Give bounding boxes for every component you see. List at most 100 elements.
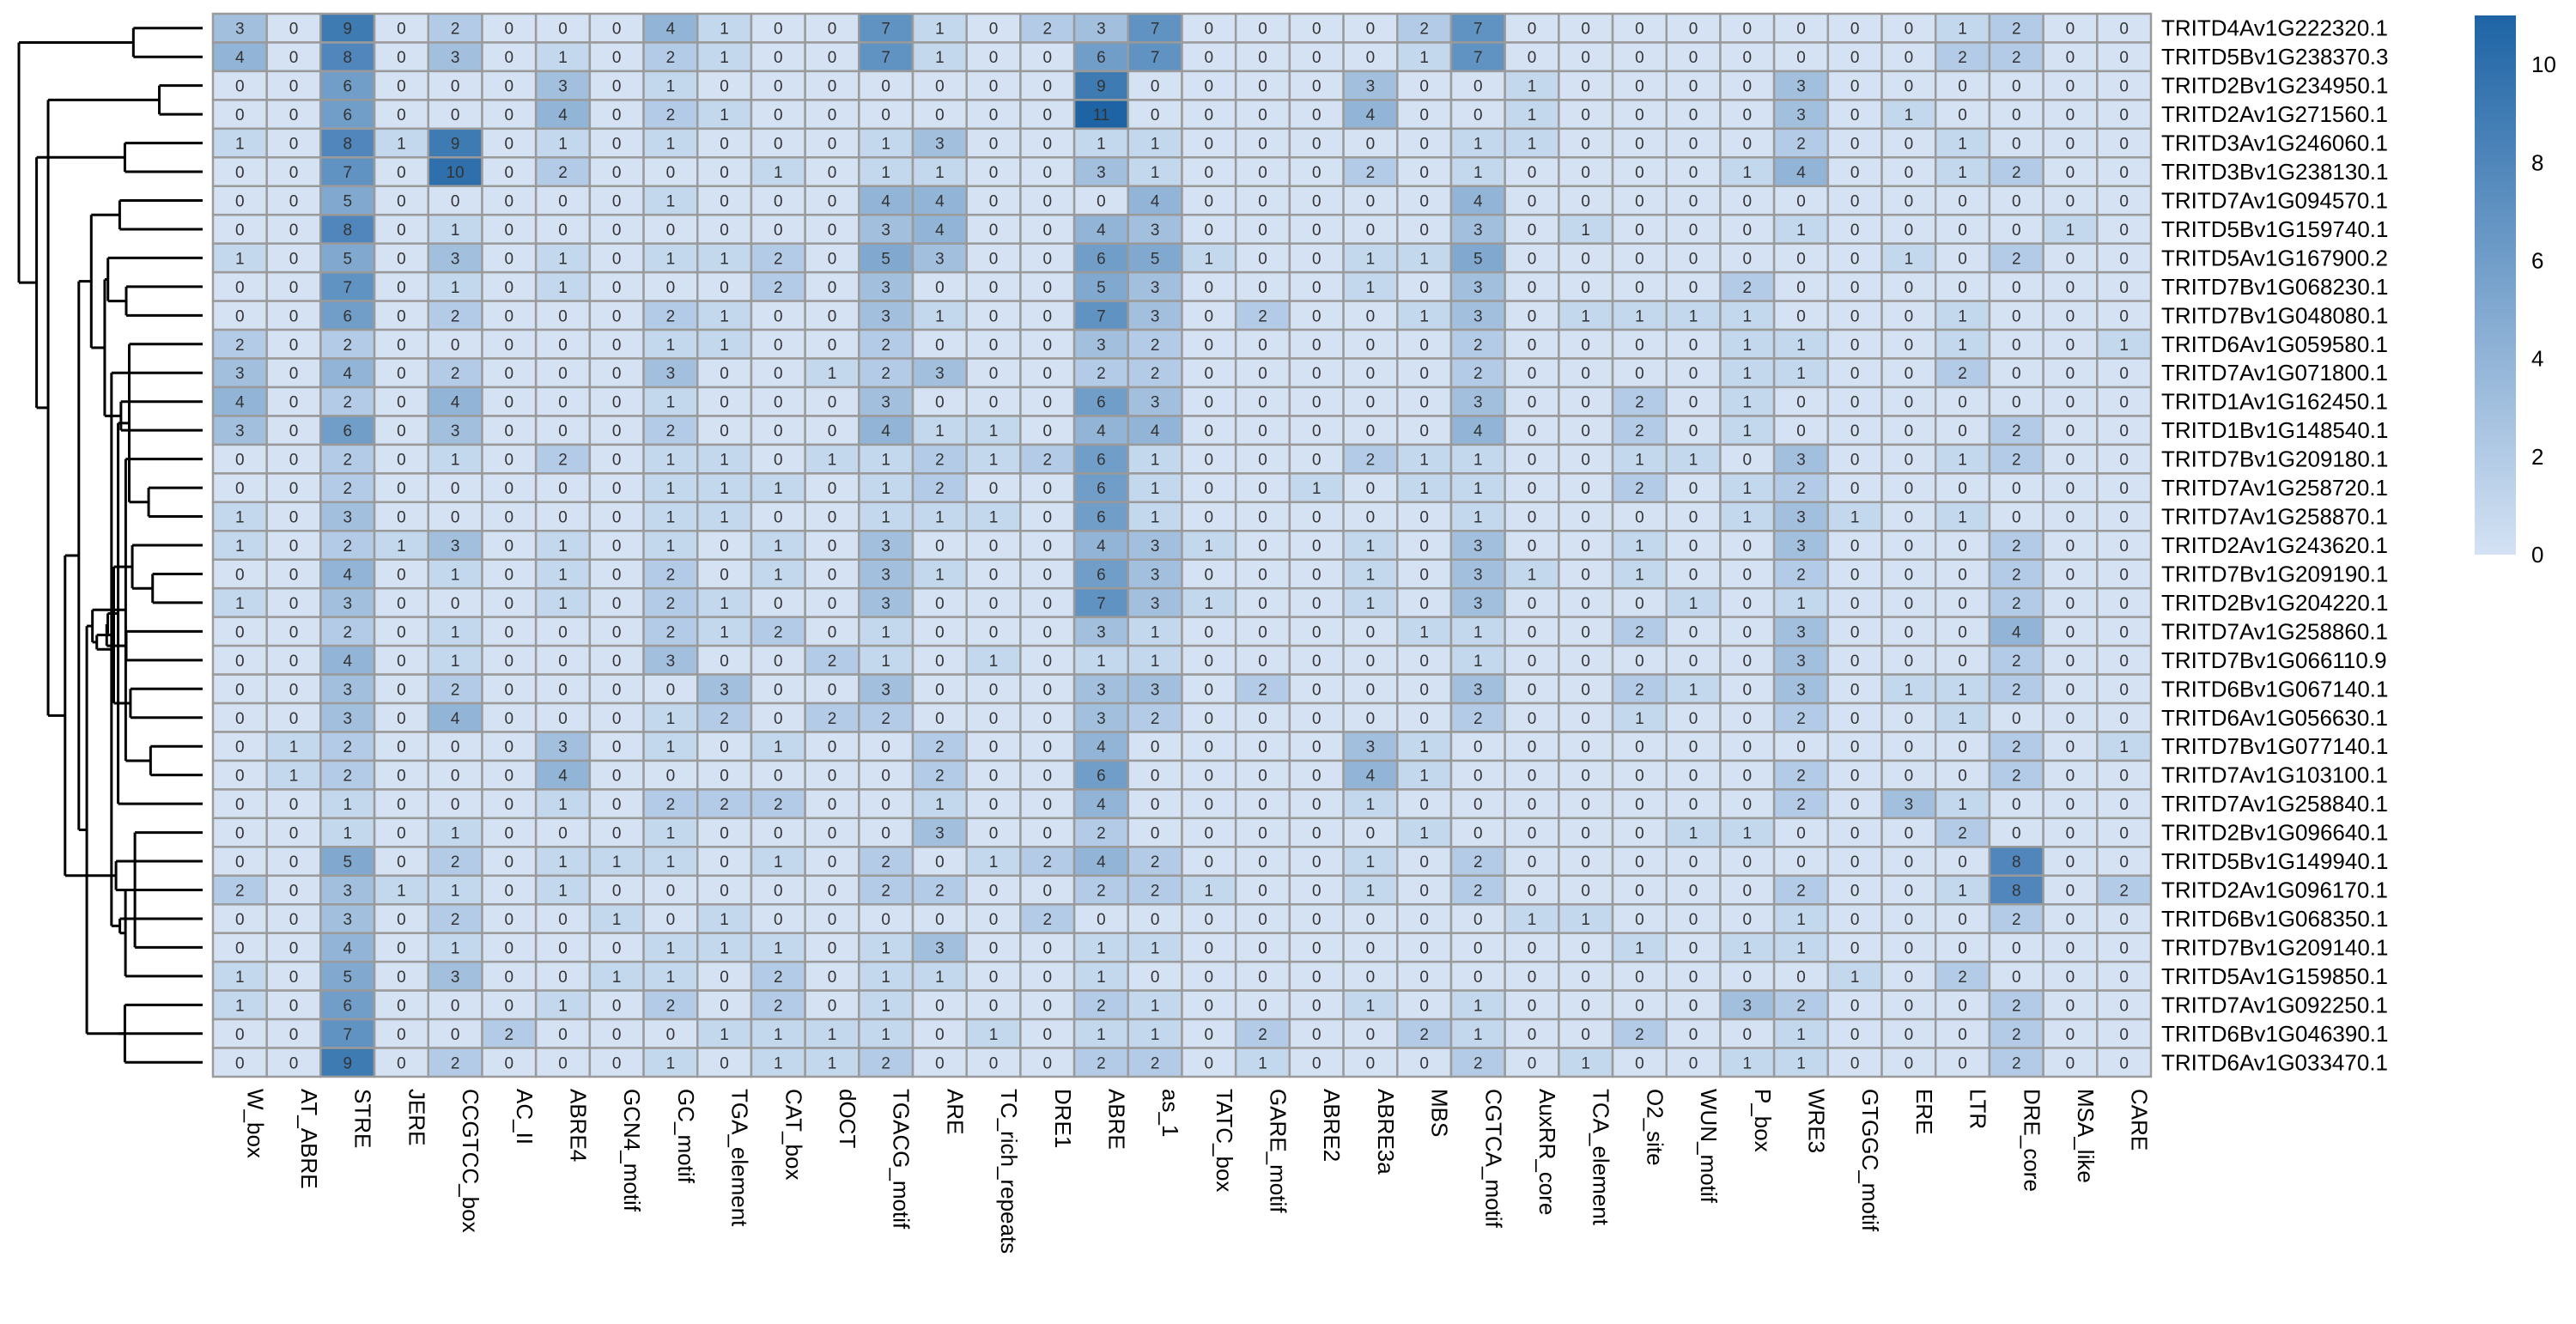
cell-value-label: 1 xyxy=(1473,136,1483,154)
cell-value-label: 0 xyxy=(1312,106,1321,125)
cell-value-label: 0 xyxy=(1635,192,1644,210)
heatmap-cell xyxy=(2042,127,2099,159)
heatmap-cell xyxy=(1719,902,1776,934)
cell-value-label: 0 xyxy=(397,250,406,268)
cell-value-label: 2 xyxy=(881,337,890,355)
cell-value-label: 1 xyxy=(558,279,568,297)
heatmap-cell xyxy=(804,99,860,131)
heatmap-cell xyxy=(1772,960,1830,992)
cell-value-label: 9 xyxy=(451,136,460,154)
cell-value-label: 0 xyxy=(235,738,245,756)
cell-value-label: 0 xyxy=(1958,939,1967,957)
cell-value-label: 0 xyxy=(505,997,514,1015)
heatmap-cell xyxy=(1611,874,1668,906)
heatmap-cell xyxy=(965,874,1022,906)
heatmap-cell xyxy=(1504,731,1560,762)
cell-value-label: 3 xyxy=(1366,78,1376,96)
cell-value-label: 0 xyxy=(558,1054,568,1072)
cell-value-label: 0 xyxy=(1419,279,1429,297)
cell-value-label: 2 xyxy=(343,452,352,470)
cell-value-label: 6 xyxy=(343,106,352,125)
cell-value-label: 0 xyxy=(1581,1026,1590,1044)
cell-value-label: 2 xyxy=(451,307,460,325)
heatmap-cell xyxy=(1234,932,1291,963)
cell-value-label: 0 xyxy=(505,1054,514,1072)
row-label: TRITD2Av1G243620.1 xyxy=(2161,532,2388,558)
cell-value-label: 0 xyxy=(720,1054,729,1072)
column-label: DRE_core xyxy=(2019,1089,2044,1192)
heatmap-cell xyxy=(1880,242,1937,274)
cell-value-label: 3 xyxy=(451,537,460,556)
cell-value-label: 0 xyxy=(1312,136,1321,154)
cell-value-label: 2 xyxy=(2012,595,2021,613)
row-labels: TRITD4Av1G222320.1TRITD5Bv1G238370.3TRIT… xyxy=(2161,15,2388,1076)
heatmap-cell xyxy=(481,932,538,963)
heatmap-cell xyxy=(2096,846,2153,878)
heatmap-cell xyxy=(1988,99,2044,131)
cell-value-label: 0 xyxy=(774,21,783,39)
heatmap-cell xyxy=(427,817,483,848)
cell-value-label: 0 xyxy=(235,452,245,470)
heatmap-cell xyxy=(1288,817,1345,848)
cell-value-label: 0 xyxy=(828,192,837,210)
cell-value-label: 0 xyxy=(2066,21,2075,39)
cell-value-label: 0 xyxy=(1796,825,1806,843)
cell-value-label: 1 xyxy=(558,796,568,814)
cell-value-label: 1 xyxy=(1905,681,1914,699)
heatmap-cell xyxy=(858,902,914,934)
cell-value-label: 3 xyxy=(343,911,352,929)
column-label: dOCT xyxy=(835,1089,860,1148)
cell-value-label: 1 xyxy=(1528,566,1537,584)
cell-value-label: 0 xyxy=(1905,623,1914,641)
cell-value-label: 0 xyxy=(774,49,783,67)
heatmap-cell xyxy=(1665,185,1722,216)
heatmap-cell xyxy=(1558,902,1614,934)
heatmap-cell xyxy=(1719,932,1776,963)
cell-value-label: 0 xyxy=(828,106,837,125)
cell-value-label: 1 xyxy=(881,452,890,470)
cell-value-label: 1 xyxy=(666,738,676,756)
heatmap-cell xyxy=(804,415,860,446)
cell-value-label: 0 xyxy=(1689,969,1698,987)
cell-value-label: 0 xyxy=(1366,509,1376,527)
cell-value-label: 1 xyxy=(935,307,945,325)
heatmap-cell xyxy=(804,902,860,934)
heatmap-cell xyxy=(211,12,268,44)
cell-value-label: 1 xyxy=(1796,1026,1806,1044)
cell-value-label: 0 xyxy=(1581,710,1590,728)
cell-value-label: 1 xyxy=(881,480,890,498)
cell-value-label: 0 xyxy=(1258,78,1267,96)
cell-value-label: 1 xyxy=(1528,106,1537,125)
heatmap-cell xyxy=(588,530,645,561)
cell-value-label: 8 xyxy=(343,222,352,240)
cell-value-label: 0 xyxy=(1958,422,1967,440)
cell-value-label: 2 xyxy=(666,566,676,584)
heatmap-cell xyxy=(696,386,753,417)
cell-value-label: 0 xyxy=(289,307,299,325)
cell-value-label: 0 xyxy=(1581,106,1590,125)
cell-value-label: 4 xyxy=(1097,738,1106,756)
cell-value-label: 0 xyxy=(289,509,299,527)
cell-value-label: 0 xyxy=(1850,939,1860,957)
cell-value-label: 2 xyxy=(1473,337,1483,355)
heatmap-cell xyxy=(373,846,430,878)
cell-value-label: 0 xyxy=(612,710,622,728)
cell-value-label: 1 xyxy=(1796,365,1806,383)
heatmap-cell xyxy=(1181,989,1237,1021)
cell-value-label: 0 xyxy=(2012,192,2021,210)
cell-value-label: 0 xyxy=(1743,452,1753,470)
cell-value-label: 1 xyxy=(881,969,890,987)
cell-value-label: 1 xyxy=(720,49,729,67)
heatmap-cell xyxy=(1019,443,1076,475)
cell-value-label: 0 xyxy=(1689,1054,1698,1072)
cell-value-label: 2 xyxy=(2012,1054,2021,1072)
cell-value-label: 0 xyxy=(505,710,514,728)
cell-value-label: 4 xyxy=(666,21,676,39)
cell-value-label: 0 xyxy=(1958,853,1967,872)
cell-value-label: 1 xyxy=(666,939,676,957)
cell-value-label: 0 xyxy=(397,394,406,412)
cell-value-label: 0 xyxy=(1419,969,1429,987)
heatmap-cell xyxy=(2042,386,2099,417)
cell-value-label: 0 xyxy=(612,537,622,556)
cell-value-label: 1 xyxy=(720,509,729,527)
